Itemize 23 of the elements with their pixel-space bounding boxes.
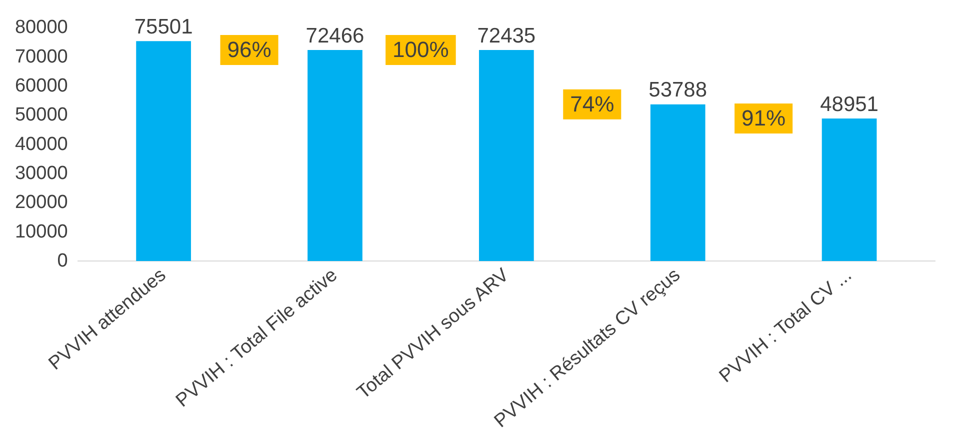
annotation: 91% — [742, 106, 786, 131]
y-tick-label: 70000 — [14, 46, 68, 68]
data-label: 53788 — [648, 78, 708, 102]
bar — [136, 41, 191, 262]
data-label: 72435 — [477, 24, 536, 48]
data-label: 75501 — [134, 15, 193, 38]
annotation: 100% — [392, 37, 449, 62]
y-tick-label: 80000 — [14, 17, 68, 38]
y-tick-label: 40000 — [14, 134, 68, 155]
annotation: 74% — [570, 91, 614, 116]
data-label: 72466 — [306, 24, 364, 48]
y-tick-label: 20000 — [14, 192, 68, 214]
bar — [650, 104, 706, 262]
data-label: 48951 — [820, 92, 878, 116]
bar — [822, 118, 877, 262]
y-tick-label: 10000 — [14, 221, 68, 242]
y-tick-label: 0 — [57, 250, 68, 272]
y-tick-label: 50000 — [14, 104, 68, 126]
annotation: 96% — [227, 37, 272, 62]
bar — [478, 50, 534, 262]
y-tick-label: 60000 — [14, 76, 68, 97]
y-tick-label: 30000 — [14, 162, 68, 184]
bar — [308, 50, 362, 262]
